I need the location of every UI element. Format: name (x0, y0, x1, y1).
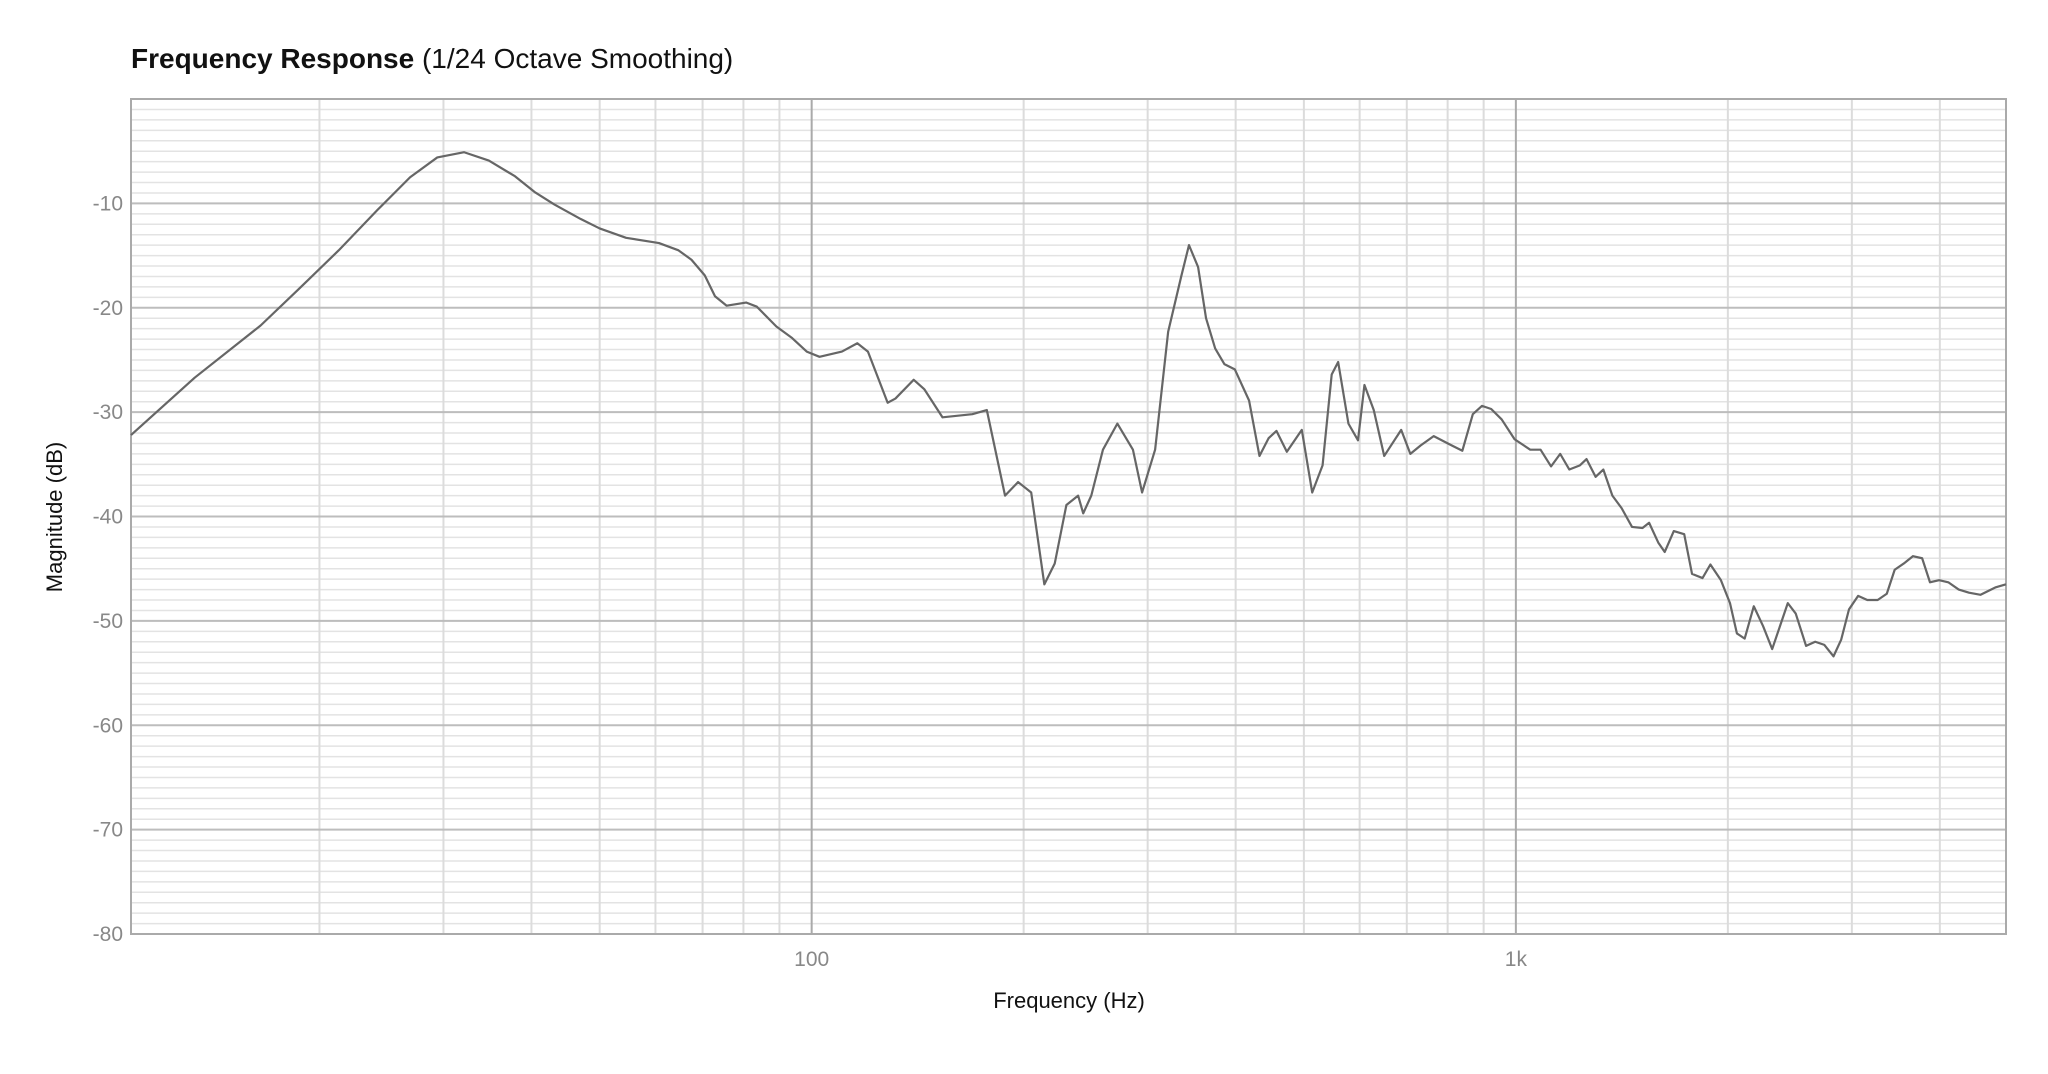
y-tick-label: -40 (93, 506, 123, 529)
chart-title: Frequency Response (131, 43, 414, 74)
y-tick-label: -70 (93, 819, 123, 842)
y-tick-label: -20 (93, 297, 123, 320)
y-tick-label: -30 (93, 401, 123, 424)
y-tick-label: -60 (93, 714, 123, 737)
plot-frame (130, 98, 2007, 935)
data-line (130, 151, 2007, 658)
x-axis-label: Frequency (Hz) (993, 988, 1145, 1013)
x-tick-label: 1k (1505, 948, 1528, 971)
chart-subtitle: (1/24 Octave Smoothing) (422, 43, 733, 74)
x-tick-label: 100 (794, 948, 829, 971)
y-tick-label: -10 (93, 192, 123, 215)
y-tick-label: -50 (93, 610, 123, 633)
y-tick-label: -80 (93, 923, 123, 946)
chart-title-group: Frequency Response (1/24 Octave Smoothin… (131, 43, 733, 74)
y-axis-label: Magnitude (dB) (42, 442, 67, 592)
